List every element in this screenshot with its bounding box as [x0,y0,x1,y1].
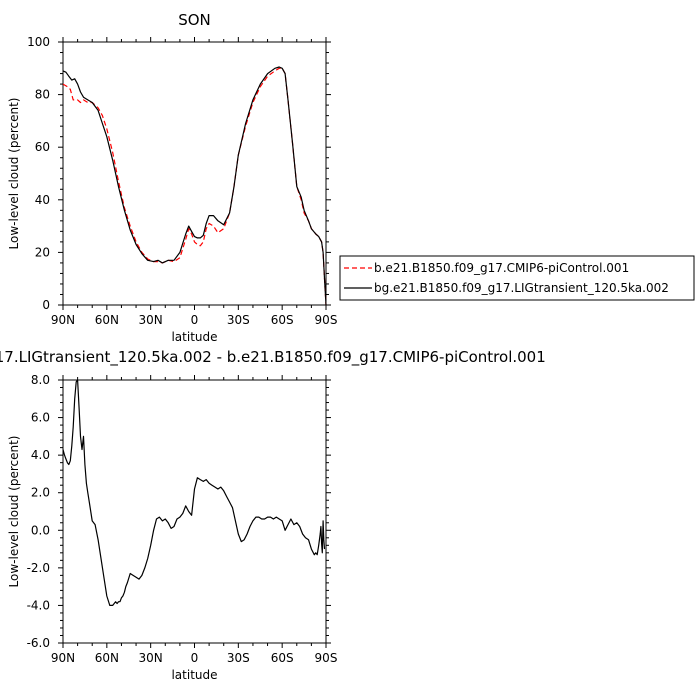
x-tick-label: 30N [139,313,163,327]
chart-title: bg.e21.B1850.f09_g17.LIGtransient_120.5k… [0,348,546,367]
x-tick-label: 60N [95,651,119,665]
x-tick-label: 90S [315,651,338,665]
y-tick-label: 0.0 [31,523,50,537]
y-axis-label: Low-level cloud (percent) [7,436,21,588]
chart-title: SON [178,11,211,29]
series-line-1 [62,379,326,607]
x-tick-label: 60S [271,651,294,665]
y-tick-label: 0 [42,298,50,312]
y-axis-label: Low-level cloud (percent) [7,98,21,250]
plot-frame [62,379,327,644]
x-axis-label: latitude [171,330,217,344]
legend-label: b.e21.B1850.f09_g17.CMIP6-piControl.001 [374,261,629,275]
y-tick-label: 100 [27,35,50,49]
chart-1: SON 90N 60N 30N 0 30S 60S 90S 0 20 40 60 80 100 latitu… [7,11,695,344]
chart-2: bg.e21.B1850.f09_g17.LIGtransient_120.5k… [0,348,546,682]
y-tick-label: -2.0 [27,561,50,575]
x-tick-label: 30S [227,313,250,327]
x-tick-label: 60N [95,313,119,327]
x-tick-label: 30N [139,651,163,665]
legend-label: bg.e21.B1850.f09_g17.LIGtransient_120.5k… [374,281,669,295]
x-tick-label: 60S [271,313,294,327]
y-tick-label: 4.0 [31,448,50,462]
series-line-1 [62,67,327,306]
y-tick-label: 2.0 [31,486,50,500]
x-axis-label: latitude [171,668,217,682]
x-tick-label: 0 [191,651,199,665]
y-tick-label: 40 [35,193,50,207]
x-tick-label: 30S [227,651,250,665]
x-tick-label: 0 [191,313,199,327]
y-tick-label: 8.0 [31,373,50,387]
y-tick-label: 6.0 [31,411,50,425]
y-tick-label: 60 [35,140,50,154]
x-tick-label: 90N [51,313,75,327]
legend-box [339,255,695,301]
x-tick-label: 90N [51,651,75,665]
x-tick-label: 90S [315,313,338,327]
y-tick-label: -4.0 [27,598,50,612]
legend: b.e21.B1850.f09_g17.CMIP6-piControl.001b… [339,255,695,301]
y-tick-label: -6.0 [27,636,50,650]
y-tick-label: 80 [35,88,50,102]
series-line-2 [62,66,327,306]
y-tick-label: 20 [35,245,50,259]
